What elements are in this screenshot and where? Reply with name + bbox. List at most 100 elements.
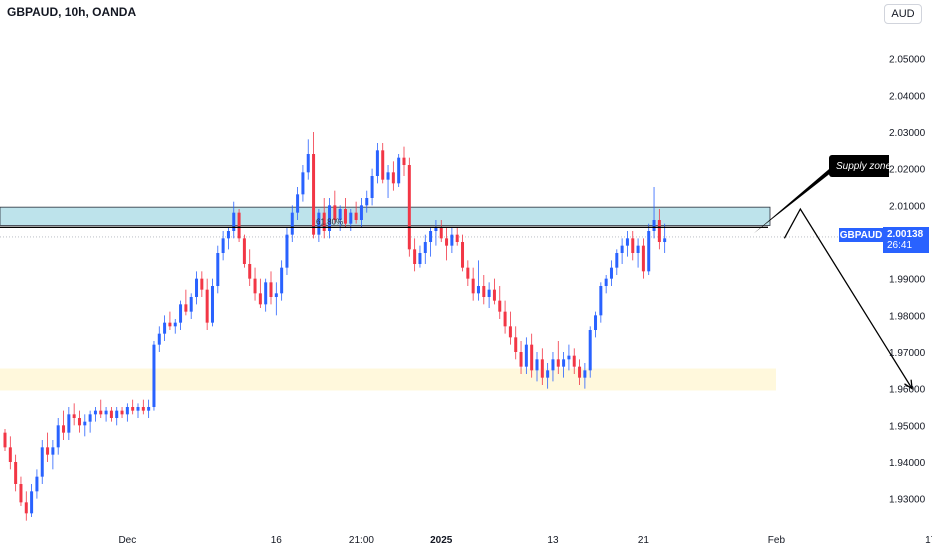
- candle: [514, 326, 518, 360]
- candle: [572, 348, 576, 374]
- candle: [578, 359, 582, 385]
- candle-body: [147, 407, 151, 411]
- candle: [636, 238, 640, 268]
- candle: [359, 198, 363, 228]
- candle: [210, 278, 214, 327]
- candle-body: [476, 286, 480, 294]
- candle: [461, 234, 465, 272]
- candle-body: [14, 462, 18, 484]
- candle: [599, 282, 603, 323]
- candle: [179, 300, 183, 330]
- candle: [519, 341, 523, 374]
- candle-body: [546, 370, 550, 378]
- candle: [24, 491, 28, 521]
- candle: [471, 267, 475, 301]
- candle: [487, 282, 491, 308]
- candle: [237, 209, 241, 242]
- candle-body: [205, 289, 209, 323]
- candle-body: [535, 359, 539, 371]
- candle-body: [67, 414, 71, 433]
- forecast-arrow: [783, 207, 913, 390]
- candle: [386, 165, 390, 198]
- candle: [163, 315, 167, 341]
- candle: [120, 407, 124, 418]
- candle: [455, 227, 459, 246]
- candle: [168, 311, 172, 330]
- candle: [370, 168, 374, 206]
- candle-body: [3, 432, 7, 448]
- candle-body: [184, 304, 188, 312]
- currency-button[interactable]: AUD: [884, 4, 922, 24]
- candle: [274, 282, 278, 316]
- candle-body: [514, 337, 518, 352]
- candle: [264, 278, 268, 312]
- candle: [285, 227, 289, 275]
- candle: [152, 341, 156, 411]
- candle: [562, 352, 566, 378]
- candle-body: [131, 407, 135, 411]
- candle: [269, 271, 273, 305]
- candle-body: [461, 242, 465, 268]
- candle-body: [216, 253, 220, 286]
- candle-body: [551, 359, 555, 371]
- candle: [343, 198, 347, 228]
- candle-body: [466, 267, 470, 279]
- candle-body: [631, 238, 635, 253]
- candle: [83, 414, 87, 437]
- price-tag-countdown: 26:41: [887, 240, 913, 251]
- candle-body: [317, 212, 321, 235]
- candle: [232, 201, 236, 239]
- candle: [189, 293, 193, 319]
- candle-body: [210, 286, 214, 323]
- candle-body: [540, 359, 544, 378]
- candle-body: [604, 278, 608, 286]
- candle: [615, 249, 619, 275]
- candle: [657, 209, 661, 250]
- candle-body: [359, 205, 363, 220]
- candle: [546, 363, 550, 389]
- price-tag-price: 2.00138: [887, 229, 924, 240]
- candle: [226, 227, 230, 250]
- candle-body: [657, 220, 661, 242]
- candle-body: [163, 322, 167, 334]
- candle: [173, 319, 177, 334]
- time-axis[interactable]: Dec 16 21:00 2025 13 21 Feb 17: [118, 535, 932, 546]
- candle-body: [402, 157, 406, 165]
- candle-body: [152, 344, 156, 407]
- candle: [397, 154, 401, 187]
- candle-body: [35, 476, 39, 492]
- candle-body: [413, 249, 417, 264]
- callout-pointer: [753, 158, 842, 234]
- time-tick-label: 2025: [430, 535, 453, 546]
- candle-body: [77, 418, 81, 426]
- candle-body: [641, 245, 645, 272]
- time-tick-label: Dec: [118, 535, 136, 546]
- demand-zone: [0, 368, 776, 391]
- candle: [8, 436, 12, 470]
- price-tag-symbol: GBPAUD: [839, 228, 883, 242]
- candle: [221, 231, 225, 261]
- candle: [652, 187, 656, 239]
- candle-body: [125, 407, 129, 415]
- candle-body: [46, 447, 50, 455]
- candle: [93, 407, 97, 422]
- candle-body: [498, 300, 502, 312]
- candle-body: [232, 212, 236, 231]
- candle: [641, 238, 645, 279]
- candle: [205, 278, 209, 330]
- candle: [248, 249, 252, 286]
- candle-body: [62, 425, 66, 433]
- candle: [51, 440, 55, 470]
- zones-layer: [0, 206, 838, 391]
- candle: [418, 245, 422, 268]
- candle-body: [418, 253, 422, 264]
- candle: [99, 399, 103, 418]
- price-axis[interactable]: 2.050002.040002.030002.020002.010002.000…: [889, 55, 926, 506]
- candle: [109, 407, 113, 422]
- candle-body: [120, 410, 124, 415]
- candle: [19, 476, 23, 506]
- candle-body: [524, 344, 528, 367]
- candle: [476, 260, 480, 301]
